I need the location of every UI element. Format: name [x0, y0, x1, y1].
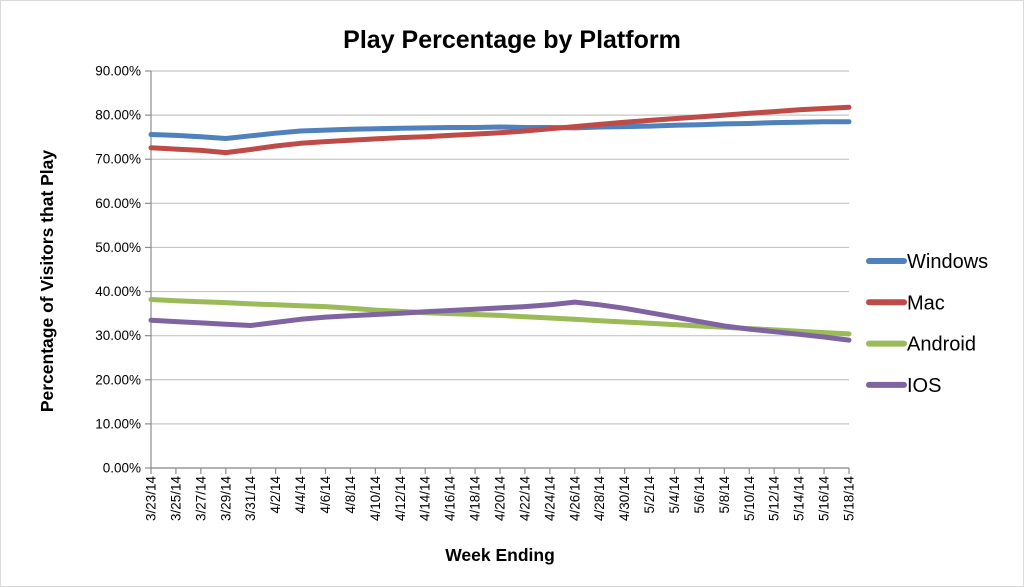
y-tick-label: 60.00% — [95, 196, 141, 211]
x-tick-label: 4/18/14 — [468, 476, 483, 522]
y-axis-title: Percentage of Visitors that Play — [37, 150, 57, 413]
x-tick-label: 3/29/14 — [218, 476, 233, 522]
x-tick-label: 4/6/14 — [318, 476, 333, 514]
chart-title: Play Percentage by Platform — [343, 26, 681, 54]
x-tick-label: 4/12/14 — [393, 476, 408, 522]
x-tick-label: 5/8/14 — [717, 476, 732, 514]
x-tick-label: 5/12/14 — [767, 476, 782, 522]
x-tick-label: 5/14/14 — [792, 476, 807, 522]
x-tick-label: 3/23/14 — [144, 476, 159, 522]
x-tick-label: 3/31/14 — [243, 476, 258, 522]
x-tick-label: 4/4/14 — [293, 476, 308, 514]
legend-label-mac: Mac — [907, 292, 945, 314]
y-tick-label: 70.00% — [95, 152, 141, 167]
x-tick-label: 4/16/14 — [443, 476, 458, 522]
x-tick-label: 4/10/14 — [368, 476, 383, 522]
legend-item-ios: IOS — [866, 375, 941, 397]
legend-label-windows: Windows — [907, 251, 988, 273]
legend: Windows Mac Android IOS — [866, 251, 988, 397]
x-tick-label: 5/6/14 — [692, 476, 707, 514]
y-tick-label: 90.00% — [95, 64, 141, 79]
legend-label-ios: IOS — [907, 375, 941, 397]
x-tick-label: 4/24/14 — [542, 476, 557, 522]
series-line-mac — [148, 104, 852, 156]
x-tick-label: 5/18/14 — [842, 476, 857, 522]
y-tick-label: 0.00% — [103, 461, 141, 476]
x-tick-label: 4/30/14 — [617, 476, 632, 522]
y-tick-label: 30.00% — [95, 328, 141, 343]
y-tick-label: 50.00% — [95, 240, 141, 255]
x-tick-label: 5/10/14 — [742, 476, 757, 522]
x-tick-label: 4/8/14 — [343, 476, 358, 514]
x-tick-label: 5/4/14 — [667, 476, 682, 514]
x-axis-title: Week Ending — [445, 545, 555, 565]
y-tick-label: 80.00% — [95, 108, 141, 123]
x-tick-label: 4/2/14 — [268, 476, 283, 514]
legend-item-android: Android — [866, 334, 976, 356]
x-tick-label: 5/2/14 — [642, 476, 657, 514]
x-tick-label: 4/20/14 — [493, 476, 508, 522]
y-tick-label: 40.00% — [95, 284, 141, 299]
series-line-windows — [148, 119, 852, 141]
legend-label-android: Android — [907, 334, 976, 356]
legend-item-mac: Mac — [866, 292, 945, 314]
y-tick-label: 20.00% — [95, 372, 141, 387]
series-line-ios — [148, 299, 852, 343]
y-tick-label: 10.00% — [95, 416, 141, 431]
x-tick-label: 5/16/14 — [817, 476, 832, 522]
x-tick-label: 4/28/14 — [592, 476, 607, 522]
x-axis-labels: 3/23/14 3/25/14 3/27/14 3/29/14 3/31/14 4/2/1… — [144, 468, 857, 521]
legend-item-windows: Windows — [866, 251, 988, 273]
x-tick-label: 3/25/14 — [168, 476, 183, 522]
x-tick-label: 4/26/14 — [567, 476, 582, 522]
x-tick-label: 4/14/14 — [418, 476, 433, 522]
x-tick-label: 4/22/14 — [517, 476, 532, 522]
x-tick-label: 3/27/14 — [193, 476, 208, 522]
